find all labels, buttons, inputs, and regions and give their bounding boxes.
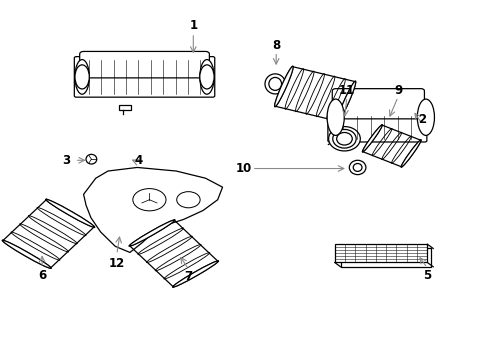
Text: 1: 1 <box>189 19 197 32</box>
Ellipse shape <box>46 199 95 228</box>
Text: 4: 4 <box>134 154 142 167</box>
Ellipse shape <box>172 261 218 287</box>
Ellipse shape <box>75 65 89 89</box>
Text: 2: 2 <box>418 113 426 126</box>
FancyBboxPatch shape <box>327 112 426 142</box>
Text: 8: 8 <box>271 39 280 52</box>
Ellipse shape <box>337 81 355 122</box>
Text: 7: 7 <box>184 270 192 283</box>
Ellipse shape <box>416 99 433 135</box>
Text: 10: 10 <box>235 162 251 175</box>
Ellipse shape <box>352 163 361 171</box>
Text: 9: 9 <box>393 84 402 97</box>
Ellipse shape <box>86 154 97 164</box>
Ellipse shape <box>2 240 51 269</box>
Ellipse shape <box>274 66 293 107</box>
Ellipse shape <box>200 65 214 89</box>
Bar <box>119 105 131 110</box>
FancyBboxPatch shape <box>74 57 214 97</box>
Ellipse shape <box>336 132 351 145</box>
Ellipse shape <box>326 99 344 135</box>
Ellipse shape <box>129 220 175 246</box>
Text: 5: 5 <box>422 269 430 282</box>
Ellipse shape <box>328 127 360 151</box>
Ellipse shape <box>264 74 285 94</box>
Ellipse shape <box>332 130 355 148</box>
FancyBboxPatch shape <box>331 89 424 119</box>
Text: 3: 3 <box>62 154 70 167</box>
Bar <box>334 244 427 262</box>
Bar <box>340 248 430 267</box>
Ellipse shape <box>400 140 420 167</box>
Ellipse shape <box>75 59 89 94</box>
Text: 11: 11 <box>338 84 354 97</box>
FancyBboxPatch shape <box>80 51 209 78</box>
Text: 6: 6 <box>38 269 46 282</box>
Ellipse shape <box>362 125 382 152</box>
Ellipse shape <box>348 160 365 175</box>
Ellipse shape <box>200 59 214 94</box>
Ellipse shape <box>268 77 281 90</box>
Text: 12: 12 <box>108 257 124 270</box>
